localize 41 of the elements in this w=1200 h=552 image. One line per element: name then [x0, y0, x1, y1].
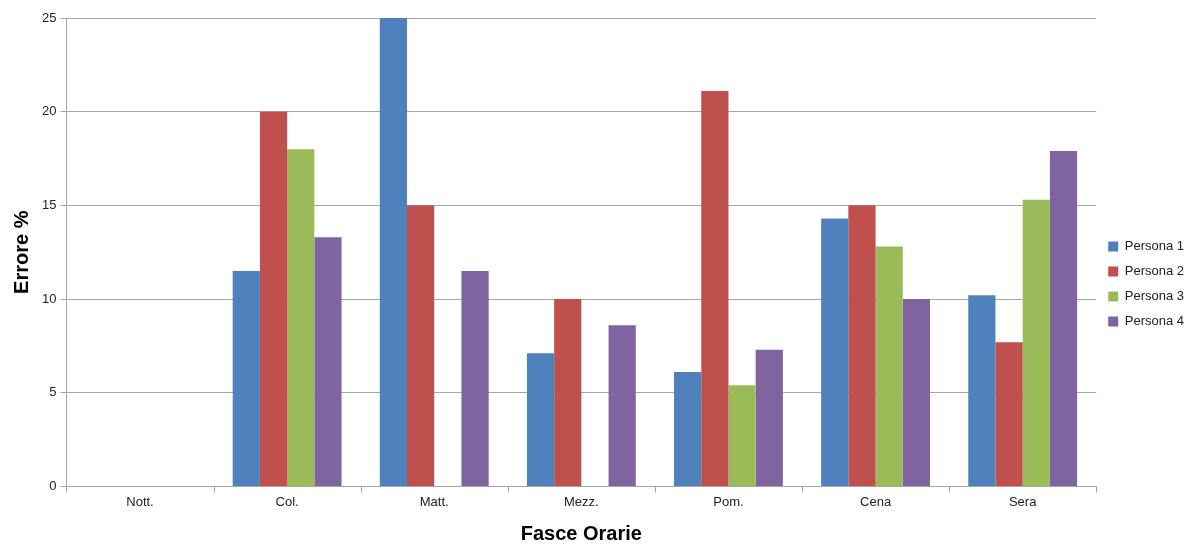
bar — [314, 237, 342, 486]
x-axis-title: Fasce Orarie — [520, 521, 642, 544]
bar — [287, 149, 315, 486]
x-tick-label: Pom. — [713, 493, 744, 509]
bar — [608, 325, 636, 486]
bar — [728, 385, 756, 486]
y-tick-label: 10 — [41, 290, 57, 306]
x-tick-label: Nott. — [126, 493, 154, 509]
bar — [259, 111, 288, 486]
y-tick-label: 5 — [49, 384, 57, 400]
x-tick-label: Col. — [275, 493, 299, 509]
legend-label: Persona 2 — [1124, 263, 1184, 279]
x-tick-label: Cena — [860, 493, 892, 509]
bar — [875, 246, 903, 486]
y-tick-label: 25 — [41, 9, 57, 25]
bar — [407, 205, 435, 486]
bar — [674, 372, 702, 486]
legend-label: Persona 1 — [1124, 238, 1184, 254]
bar — [821, 218, 849, 486]
x-tick-label: Mezz. — [564, 493, 599, 509]
x-tick-label: Matt. — [419, 493, 449, 509]
y-tick-label: 20 — [41, 103, 57, 119]
bar — [701, 91, 729, 486]
bar — [848, 205, 876, 486]
bar — [1022, 199, 1050, 486]
bar — [902, 299, 930, 486]
y-axis-title: Errore % — [9, 210, 32, 294]
y-tick-label: 0 — [49, 477, 57, 493]
bar — [526, 353, 555, 486]
bar — [461, 270, 489, 486]
x-tick-label: Sera — [1008, 493, 1038, 509]
y-tick-label: 15 — [41, 196, 57, 212]
bar — [554, 299, 582, 486]
legend-label: Persona 3 — [1124, 288, 1184, 304]
bar — [1049, 151, 1078, 486]
bar — [232, 270, 260, 486]
bar — [995, 342, 1023, 486]
legend-label: Persona 4 — [1124, 313, 1184, 329]
bar — [755, 349, 783, 486]
bar — [379, 18, 408, 486]
bar — [968, 295, 996, 486]
